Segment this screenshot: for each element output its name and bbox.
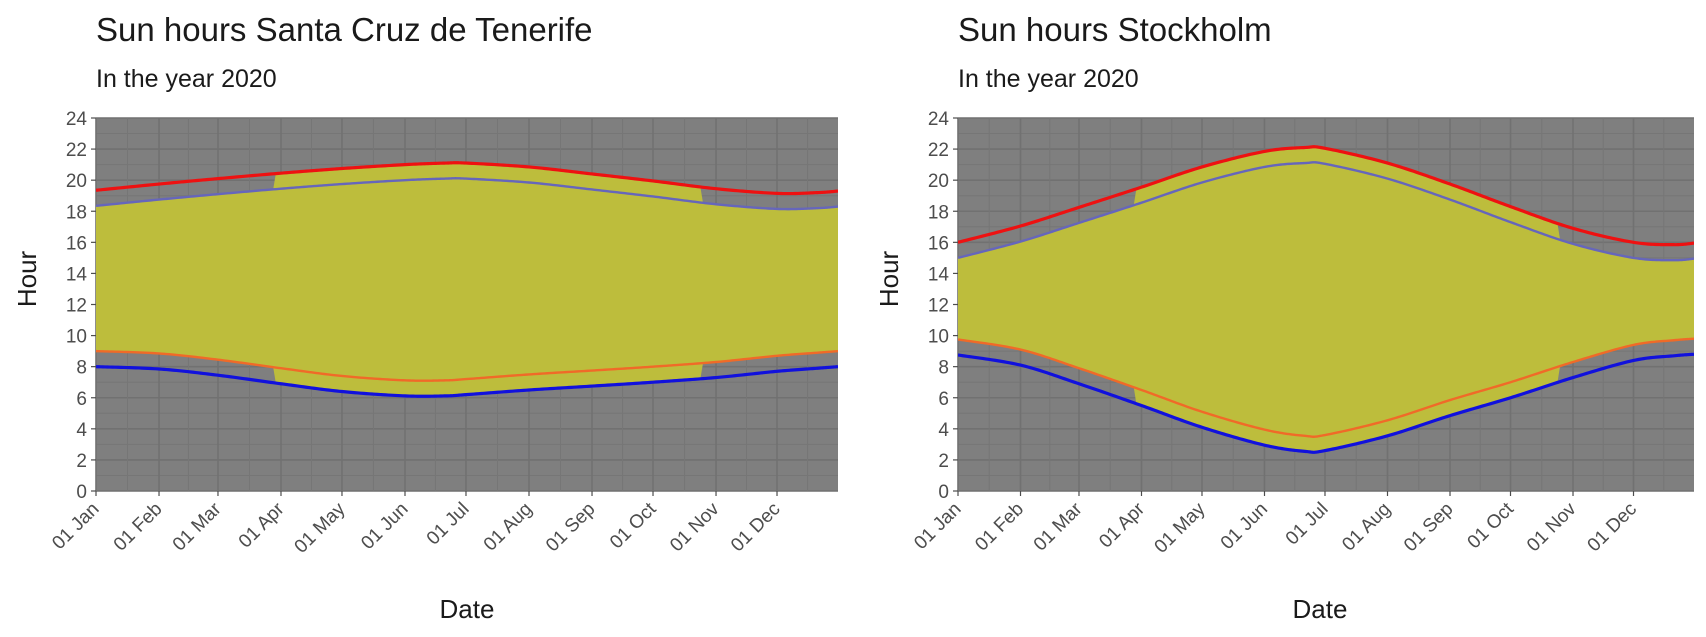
y-tick-label: 4 xyxy=(938,420,949,441)
y-tick-label: 16 xyxy=(66,233,87,254)
x-axis: 01 Jan 01 Feb 01 Mar 01 Apr 01 May 01 Jun 01 J… xyxy=(48,491,785,558)
x-tick-label: 01 Dec xyxy=(1584,499,1641,556)
x-tick-label: 01 Dec xyxy=(727,499,784,556)
x-tick-label: 01 Aug xyxy=(1338,499,1395,556)
x-tick-label: 01 Apr xyxy=(1095,498,1149,552)
chart-subtitle: In the year 2020 xyxy=(958,65,1139,93)
y-tick-label: 12 xyxy=(928,296,949,317)
x-tick-label: 01 May xyxy=(1151,498,1210,557)
y-tick-label: 22 xyxy=(66,140,87,161)
y-tick-label: 8 xyxy=(938,358,949,379)
y-tick-label: 24 xyxy=(928,109,950,130)
y-tick-label: 8 xyxy=(76,358,87,379)
y-tick-label: 24 xyxy=(66,109,88,130)
x-tick-label: 01 Oct xyxy=(606,498,661,553)
x-axis-title: Date xyxy=(1293,594,1348,624)
y-axis-title: Hour xyxy=(874,250,904,307)
x-tick-label: 01 Mar xyxy=(1030,498,1087,555)
x-axis: 01 Jan 01 Feb 01 Mar 01 Apr 01 May 01 Jun 01 J… xyxy=(910,491,1641,558)
y-tick-label: 16 xyxy=(928,233,949,254)
stockholm-chart-panel: Sun hours Stockholm In the year 2020 Dat… xyxy=(874,11,1694,624)
sunset-dst-line xyxy=(958,145,1694,247)
sunset-line xyxy=(96,177,838,211)
chart-subtitle: In the year 2020 xyxy=(96,65,277,93)
y-tick-label: 18 xyxy=(66,202,87,223)
sunrise-dst-line xyxy=(96,349,838,382)
y-tick-label: 6 xyxy=(76,389,87,410)
y-tick-label: 20 xyxy=(928,171,949,192)
x-tick-label: 01 Sep xyxy=(1400,499,1457,556)
y-tick-label: 4 xyxy=(76,420,87,441)
x-tick-label: 01 Oct xyxy=(1464,498,1519,553)
x-tick-label: 01 Jul xyxy=(423,499,474,550)
y-tick-label: 22 xyxy=(928,140,949,161)
daylight-area xyxy=(96,162,838,397)
y-tick-label: 20 xyxy=(66,171,87,192)
y-axis-title: Hour xyxy=(12,250,42,307)
y-tick-label: 14 xyxy=(66,264,88,285)
x-tick-label: 01 Feb xyxy=(971,499,1028,556)
y-tick-label: 10 xyxy=(66,327,87,348)
x-tick-label: 01 Jul xyxy=(1282,499,1333,550)
chart-title: Sun hours Santa Cruz de Tenerife xyxy=(96,11,593,48)
x-tick-label: 01 May xyxy=(291,498,350,557)
sunrise-line xyxy=(96,365,838,398)
y-tick-label: 2 xyxy=(76,451,87,472)
sunrise-line xyxy=(958,352,1694,454)
x-tick-label: 01 Nov xyxy=(666,498,724,556)
y-tick-label: 0 xyxy=(938,482,949,503)
sunset-dst-line xyxy=(96,161,838,196)
y-tick-label: 14 xyxy=(928,264,950,285)
y-tick-label: 10 xyxy=(928,327,949,348)
y-tick-label: 6 xyxy=(938,389,949,410)
x-tick-label: 01 Nov xyxy=(1523,498,1581,556)
x-tick-label: 01 Jun xyxy=(357,499,412,554)
y-tick-label: 2 xyxy=(938,451,949,472)
y-tick-label: 12 xyxy=(66,296,87,317)
sunrise-dst-line xyxy=(958,337,1694,438)
x-tick-label: 01 Apr xyxy=(235,498,289,552)
chart-title: Sun hours Stockholm xyxy=(958,11,1272,48)
x-tick-label: 01 Jun xyxy=(1217,499,1272,554)
y-tick-label: 18 xyxy=(928,202,949,223)
x-tick-label: 01 Jan xyxy=(48,499,103,554)
x-axis-title: Date xyxy=(440,594,495,624)
x-tick-label: 01 Sep xyxy=(542,499,599,556)
x-tick-label: 01 Feb xyxy=(110,499,167,556)
y-tick-label: 0 xyxy=(76,482,87,503)
x-tick-label: 01 Aug xyxy=(480,499,537,556)
sunset-line xyxy=(958,161,1694,262)
x-tick-label: 01 Jan xyxy=(910,499,965,554)
tenerife-chart-panel: Sun hours Santa Cruz de Tenerife In the … xyxy=(12,11,838,624)
x-tick-label: 01 Mar xyxy=(169,498,226,555)
